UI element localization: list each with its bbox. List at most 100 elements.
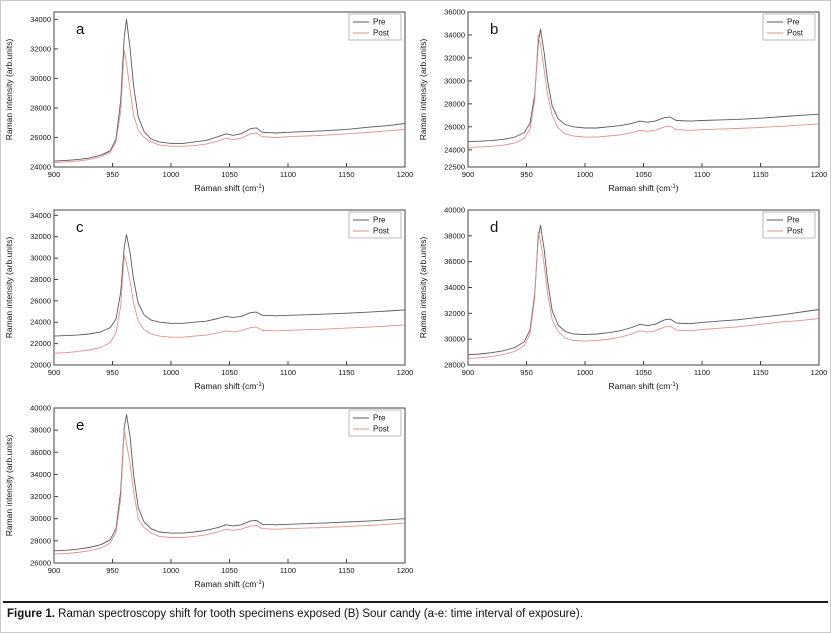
figure-caption: Figure 1. Raman spectroscopy shift for t…: [3, 601, 828, 625]
x-tick-label: 900: [48, 368, 61, 377]
legend-label-post: Post: [373, 227, 390, 236]
y-tick-label: 34000: [444, 283, 465, 292]
series-line-post: [53, 429, 406, 555]
series-line-post: [467, 231, 820, 359]
chart-panel-a: 900 950 1000 1050 1100 1150 1200 24000 26000 2800…: [2, 5, 416, 203]
y-tick-label: 26000: [30, 559, 51, 568]
y-tick-label: 30000: [30, 514, 51, 523]
y-tick-label: 20000: [30, 361, 51, 370]
y-tick-label: 32000: [444, 309, 465, 318]
y-tick-label: 24000: [444, 145, 465, 154]
legend-label-post: Post: [787, 29, 804, 38]
raman-chart-a: 900 950 1000 1050 1100 1150 1200 24000 26000 2800…: [4, 11, 414, 193]
y-tick-label: 34000: [30, 470, 51, 479]
x-tick-label: 900: [462, 170, 475, 179]
legend-box: [762, 13, 816, 41]
y-tick-label: 34000: [30, 15, 51, 24]
panel-letter: c: [76, 219, 84, 236]
series-line-pre: [53, 234, 406, 337]
x-tick-label: 1150: [338, 368, 354, 377]
y-tick-label: 36000: [30, 448, 51, 457]
chart-panel-e: 900 950 1000 1050 1100 1150 1200 26000 28000 3000…: [2, 401, 416, 599]
x-tick-label: 1100: [280, 566, 296, 575]
x-tick-label: 1000: [577, 368, 594, 377]
legend-label-pre: Pre: [787, 216, 800, 225]
y-tick-label: 38000: [444, 231, 465, 240]
y-tick-label: 30000: [444, 76, 465, 85]
legend-label-pre: Pre: [373, 216, 386, 225]
series-line-post: [467, 34, 820, 148]
x-tick-label: 1050: [221, 170, 238, 179]
y-tick-label: 26000: [444, 122, 465, 131]
y-tick-label: 30000: [444, 335, 465, 344]
raman-chart-b: 900 950 1000 1050 1100 1150 1200 22500 24000 2600…: [418, 8, 828, 194]
y-tick-label: 28000: [444, 99, 465, 108]
y-tick-label: 32000: [30, 232, 51, 241]
raman-chart-d: 900 950 1000 1050 1100 1150 1200 28000 30000 3200…: [418, 206, 828, 392]
x-tick-label: 950: [520, 170, 533, 179]
legend-box: [762, 211, 816, 239]
x-tick-label: 1200: [397, 566, 414, 575]
x-axis-label: Raman shift (cm-1): [608, 183, 678, 193]
x-tick-label: 1150: [752, 368, 768, 377]
x-tick-label: 900: [48, 170, 61, 179]
charts-grid: 900 950 1000 1050 1100 1150 1200 24000 26000 2800…: [1, 1, 830, 599]
y-tick-label: 24000: [30, 163, 51, 172]
x-tick-label: 1050: [221, 368, 238, 377]
y-tick-label: 30000: [30, 254, 51, 263]
legend-label-post: Post: [787, 227, 804, 236]
y-tick-label: 22500: [444, 163, 465, 172]
y-axis-label: Raman intensity (arb.units): [418, 237, 428, 339]
x-tick-label: 1000: [163, 566, 180, 575]
x-tick-label: 1200: [811, 368, 828, 377]
raman-chart-c: 900 950 1000 1050 1100 1150 1200 20000 22000 2400…: [4, 209, 413, 391]
series-line-post: [53, 254, 406, 354]
y-tick-label: 28000: [30, 536, 51, 545]
x-axis-label: Raman shift (cm-1): [608, 381, 678, 391]
x-axis-label: Raman shift (cm-1): [194, 381, 264, 391]
x-tick-label: 950: [106, 170, 119, 179]
x-tick-label: 1050: [635, 368, 652, 377]
empty-panel-slot: [416, 401, 830, 599]
x-tick-label: 1150: [338, 170, 354, 179]
x-tick-label: 1200: [397, 170, 414, 179]
x-tick-label: 1100: [694, 170, 710, 179]
figure-caption-label: Figure 1.: [7, 608, 55, 620]
x-tick-label: 900: [48, 566, 61, 575]
y-tick-label: 28000: [30, 103, 51, 112]
y-tick-label: 36000: [444, 257, 465, 266]
y-tick-label: 32000: [30, 492, 51, 501]
y-tick-label: 40000: [30, 404, 51, 413]
series-line-post: [53, 49, 406, 164]
legend-label-post: Post: [373, 29, 390, 38]
x-axis-label: Raman shift (cm-1): [194, 579, 264, 589]
x-tick-label: 1000: [163, 368, 180, 377]
y-tick-label: 30000: [30, 74, 51, 83]
x-tick-label: 1050: [635, 170, 652, 179]
y-tick-label: 32000: [30, 44, 51, 53]
y-tick-label: 26000: [30, 296, 51, 305]
y-axis-label: Raman intensity (arb.units): [4, 435, 14, 537]
chart-panel-d: 900 950 1000 1050 1100 1150 1200 28000 30000 3200…: [416, 203, 830, 401]
x-tick-label: 1000: [163, 170, 180, 179]
legend-label-pre: Pre: [373, 18, 386, 27]
x-tick-label: 1100: [280, 368, 296, 377]
x-tick-label: 950: [106, 566, 119, 575]
panel-letter: d: [490, 219, 498, 236]
y-axis-label: Raman intensity (arb.units): [418, 39, 428, 141]
y-tick-label: 36000: [444, 8, 465, 17]
legend-label-post: Post: [373, 425, 390, 434]
x-tick-label: 1150: [338, 566, 354, 575]
x-tick-label: 1100: [694, 368, 710, 377]
x-tick-label: 900: [462, 368, 475, 377]
panel-letter: e: [76, 417, 84, 434]
chart-panel-b: 900 950 1000 1050 1100 1150 1200 22500 24000 2600…: [416, 5, 830, 203]
y-tick-label: 32000: [444, 53, 465, 62]
legend-label-pre: Pre: [787, 18, 800, 27]
x-tick-label: 1200: [811, 170, 828, 179]
y-axis-label: Raman intensity (arb.units): [4, 237, 14, 339]
y-tick-label: 40000: [444, 206, 465, 215]
panel-letter: b: [490, 21, 498, 38]
series-line-pre: [467, 225, 820, 356]
raman-chart-e: 900 950 1000 1050 1100 1150 1200 26000 28000 3000…: [4, 404, 414, 590]
